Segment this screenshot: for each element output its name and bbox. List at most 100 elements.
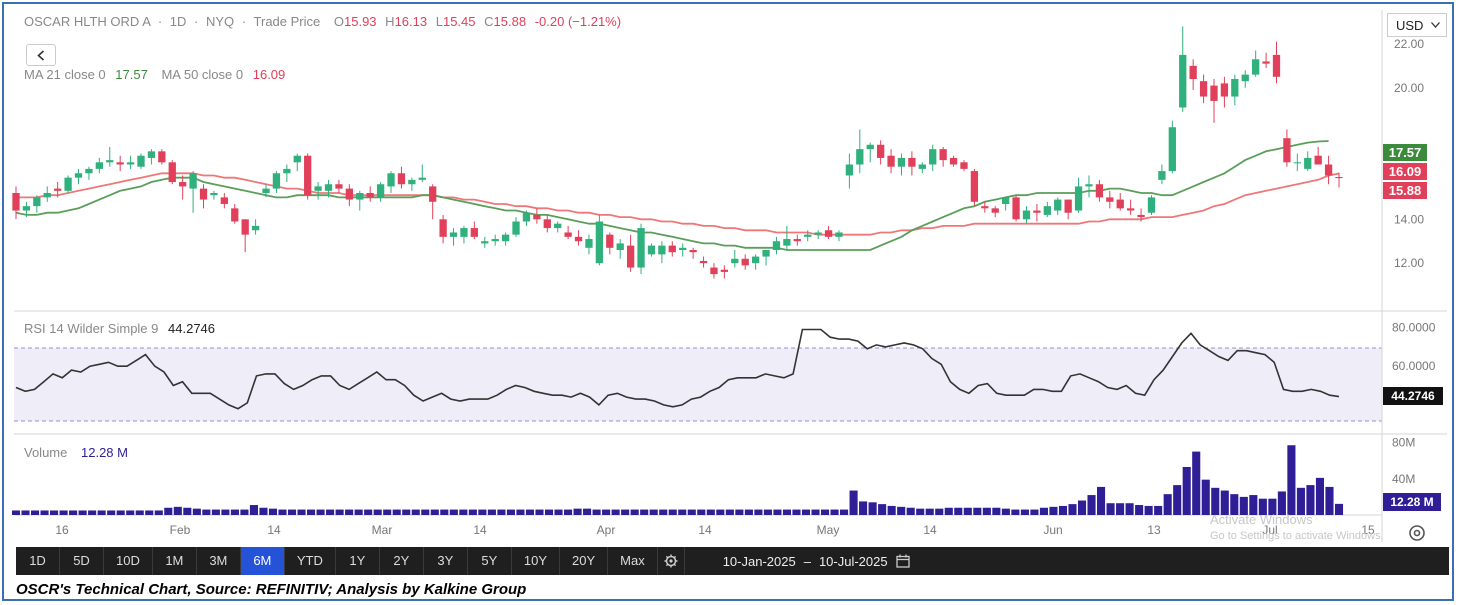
range-button-1y[interactable]: 1Y [336,547,380,575]
candle-body[interactable] [293,155,301,163]
candle-body[interactable] [429,186,437,202]
candle-body[interactable] [304,155,312,196]
candle-body[interactable] [689,250,697,253]
candle-body[interactable] [960,162,968,169]
candle-body[interactable] [1137,214,1145,218]
candle-body[interactable] [1179,54,1187,108]
candle-body[interactable] [762,250,770,257]
back-button[interactable] [26,44,56,66]
candle-body[interactable] [949,157,958,165]
range-button-ytd[interactable]: YTD [285,547,336,575]
chart-settings-button[interactable] [1406,522,1428,544]
candle-body[interactable] [783,239,791,246]
candle-body[interactable] [1106,197,1114,202]
candle-body[interactable] [856,149,864,165]
candle-body[interactable] [1304,157,1312,169]
candle-body[interactable] [658,245,666,255]
candle-body[interactable] [126,162,135,165]
candle-body[interactable] [345,188,354,200]
candle-body[interactable] [533,214,541,220]
candle-body[interactable] [574,236,583,242]
candle-body[interactable] [335,184,343,189]
candle-body[interactable] [1210,85,1218,101]
candle-body[interactable] [522,212,531,222]
candle-body[interactable] [449,232,458,237]
range-button-6m[interactable]: 6M [240,547,285,575]
candle-body[interactable] [210,193,218,196]
candle-body[interactable] [637,228,645,268]
candle-body[interactable] [397,173,406,185]
candle-body[interactable] [876,144,885,158]
candle-body[interactable] [991,208,999,213]
candle-body[interactable] [147,151,156,158]
candle-body[interactable] [241,219,249,235]
candle-body[interactable] [866,144,874,150]
candle-body[interactable] [283,168,291,174]
candle-body[interactable] [491,239,499,242]
candle-body[interactable] [1262,61,1270,64]
range-button-3y[interactable]: 3Y [424,547,468,575]
candle-body[interactable] [543,219,551,229]
candle-body[interactable] [939,149,947,161]
range-settings-button[interactable] [658,547,685,575]
date-to[interactable]: 10-Jul-2025 [818,553,888,569]
candle-body[interactable] [668,245,676,253]
candle-body[interactable] [501,234,510,242]
candle-body[interactable] [1324,164,1333,176]
candle-body[interactable] [356,193,364,200]
price-panel[interactable] [12,26,1343,279]
candle-body[interactable] [54,188,62,191]
volume-panel[interactable] [11,445,1344,515]
candle-body[interactable] [1085,184,1093,187]
candle-body[interactable] [1022,210,1031,220]
candle-body[interactable] [470,228,479,237]
range-button-20y[interactable]: 20Y [560,547,609,575]
candle-body[interactable] [585,239,593,248]
candle-body[interactable] [1168,127,1176,172]
candle-body[interactable] [95,162,103,169]
candle-body[interactable] [814,232,822,235]
candle-body[interactable] [897,157,906,167]
candle-body[interactable] [1095,184,1104,198]
range-button-1m[interactable]: 1M [153,547,197,575]
candle-body[interactable] [33,197,41,207]
candle-body[interactable] [929,149,937,165]
candle-body[interactable] [231,208,239,222]
candle-body[interactable] [616,243,624,250]
range-button-5d[interactable]: 5D [60,547,104,575]
candle-body[interactable] [595,221,604,264]
candle-body[interactable] [710,267,718,275]
range-button-2y[interactable]: 2Y [380,547,424,575]
candle-body[interactable] [158,151,166,163]
candle-body[interactable] [387,173,395,187]
candle-body[interactable] [647,245,656,255]
candle-body[interactable] [804,234,812,237]
range-button-10y[interactable]: 10Y [512,547,560,575]
candle-body[interactable] [824,230,833,237]
range-button-1d[interactable]: 1D [16,547,60,575]
candle-body[interactable] [64,177,72,191]
candle-body[interactable] [22,206,31,211]
candle-body[interactable] [481,241,489,244]
candle-body[interactable] [1189,65,1197,79]
candle-body[interactable] [626,245,635,268]
candle-body[interactable] [1252,59,1260,75]
candle-body[interactable] [918,164,926,169]
candle-body[interactable] [679,247,687,250]
candle-body[interactable] [1033,210,1041,213]
date-from[interactable]: 10-Jan-2025 [722,553,796,569]
date-range[interactable]: 10-Jan-2025 – 10-Jul-2025 [723,554,910,569]
candle-body[interactable] [1199,81,1208,97]
candle-body[interactable] [1054,199,1062,211]
candle-body[interactable] [460,228,468,237]
candle-body[interactable] [43,193,51,198]
candle-body[interactable] [418,177,426,180]
currency-select[interactable]: USD [1387,13,1447,37]
candle-body[interactable] [1314,155,1322,165]
candle-body[interactable] [1001,197,1010,204]
candle-body[interactable] [1074,186,1083,211]
candle-body[interactable] [1272,54,1281,77]
candle-body[interactable] [85,168,93,174]
candle-body[interactable] [168,162,176,183]
